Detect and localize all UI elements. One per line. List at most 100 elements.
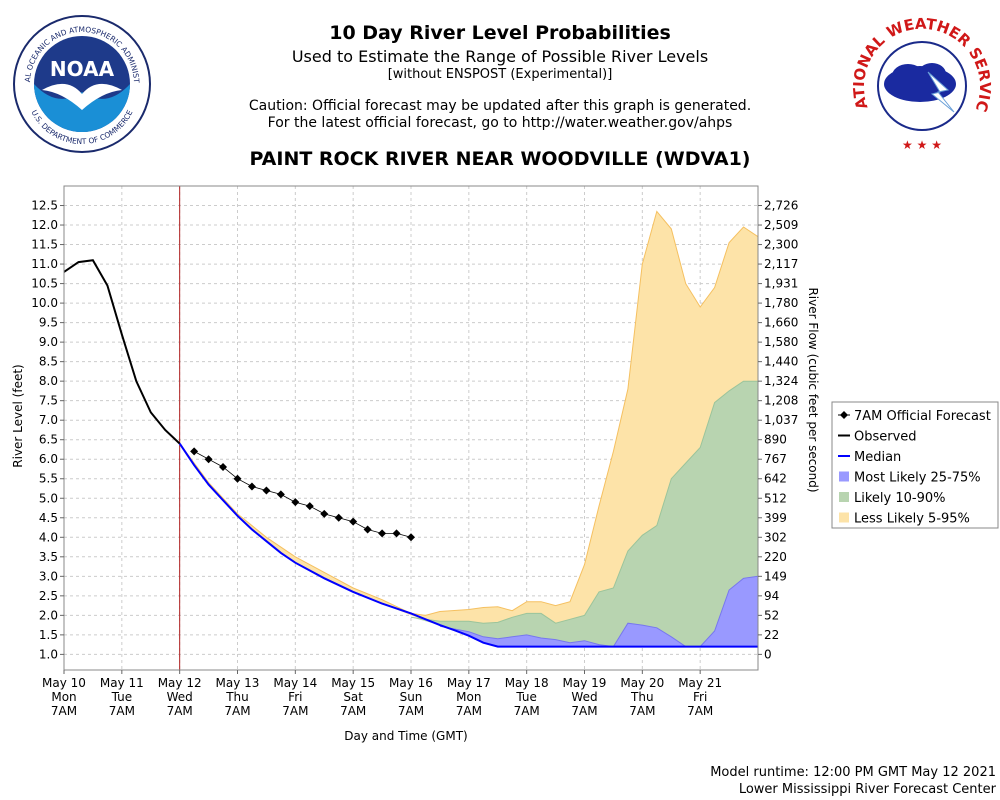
x-tick-label: 7AM [629, 704, 655, 718]
forecast-point [349, 517, 358, 526]
x-tick-label: Wed [571, 690, 597, 704]
x-tick-label: Mon [51, 690, 76, 704]
forecast-point [247, 482, 256, 491]
y-tick-label: 1.0 [39, 647, 58, 661]
flow-tick-label: 1,931 [764, 277, 798, 291]
y-axis-label: River Level (feet) [11, 364, 25, 467]
legend-band_25_75-swatch [839, 471, 849, 482]
y-tick-label: 11.5 [31, 238, 58, 252]
band-10-90 [411, 381, 758, 647]
y-tick-label: 3.5 [39, 550, 58, 564]
flow-tick-label: 0 [764, 647, 772, 661]
flow-tick-label: 2,300 [764, 238, 798, 252]
forecast-point [378, 529, 387, 538]
x-tick-label: May 12 [158, 676, 202, 690]
x-tick-label: May 16 [389, 676, 433, 690]
flow-tick-label: 2,509 [764, 218, 798, 232]
flow-tick-label: 1,440 [764, 355, 798, 369]
y-tick-label: 2.5 [39, 589, 58, 603]
legend-box [831, 401, 999, 529]
y-tick-label: 4.0 [39, 530, 58, 544]
legend-band_10_90-swatch [839, 492, 849, 502]
x-tick-label: May 14 [273, 676, 317, 690]
forecast-link-text: For the latest official forecast, go to … [267, 115, 733, 131]
flow-tick-label: 22 [764, 628, 779, 642]
x-tick-label: 7AM [514, 704, 540, 718]
star-icon: ★ ★ ★ [902, 138, 942, 152]
y-tick-label: 7.0 [39, 413, 58, 427]
x-tick-label: 7AM [51, 704, 77, 718]
median-series-line [178, 443, 758, 648]
x-tick-label: Sun [400, 690, 423, 704]
band-10-90-edge [410, 380, 758, 624]
x-axis-label: Day and Time (GMT) [344, 729, 467, 743]
y-tick-label: 8.5 [39, 355, 58, 369]
forecast-point [204, 455, 213, 464]
forecast-point [262, 486, 271, 495]
x-tick-label: 7AM [224, 704, 250, 718]
legend: 7AM Official Forecast Observed Median Most … [831, 401, 999, 529]
y-tick-label: 6.5 [39, 433, 58, 447]
flow-tick-label: 2,117 [764, 257, 798, 271]
flow-tick-label: 890 [764, 433, 787, 447]
y-tick-label: 9.0 [39, 335, 58, 349]
y-tick-label: 12.0 [31, 218, 58, 232]
flow-tick-label: 1,037 [764, 413, 798, 427]
flow-tick-label: 302 [764, 530, 787, 544]
legend-band_5_95-swatch [839, 512, 849, 523]
flow-tick-label: 1,208 [764, 394, 798, 408]
x-tick-label: May 13 [216, 676, 260, 690]
x-tick-label: May 19 [563, 676, 607, 690]
x-tick-label: 7AM [687, 704, 713, 718]
y-tick-label: 11.0 [31, 257, 58, 271]
forecast-point [392, 529, 401, 538]
flow-tick-label: 2,726 [764, 199, 798, 213]
flow-tick-label: 512 [764, 491, 787, 505]
y-tick-label: 3.0 [39, 569, 58, 583]
legend-label: Less Likely 5-95% [854, 512, 970, 527]
y-tick-label: 2.0 [39, 608, 58, 622]
y-tick-label: 5.5 [39, 472, 58, 486]
x-tick-label: Thu [630, 690, 654, 704]
legend-label: Likely 10-90% [854, 491, 945, 506]
forecast-point [291, 498, 300, 507]
noaa-logo-text: NOAA [50, 57, 115, 81]
forecast-point [219, 463, 228, 472]
legend-label: Observed [854, 430, 917, 445]
noaa-logo: NOAA NATIONAL OCEANIC AND ATMOSPHERIC AD… [12, 14, 151, 153]
y-tick-label: 5.0 [39, 491, 58, 505]
flow-tick-label: 149 [764, 569, 787, 583]
x-tick-label: Wed [167, 690, 193, 704]
station-title: PAINT ROCK RIVER NEAR WOODVILLE (WDVA1) [249, 148, 751, 170]
y2-axis-label: River Flow (cubic feet per second) [806, 287, 820, 492]
y-tick-label: 10.5 [31, 277, 58, 291]
x-tick-label: 7AM [167, 704, 193, 718]
x-tick-label: May 10 [42, 676, 86, 690]
page-title: 10 Day River Level Probabilities [329, 22, 671, 44]
flow-tick-label: 52 [764, 608, 779, 622]
x-tick-label: May 20 [620, 676, 664, 690]
x-tick-label: Mon [456, 690, 481, 704]
page-subtitle: Used to Estimate the Range of Possible R… [291, 47, 709, 66]
x-tick-label: Sat [343, 690, 363, 704]
observed-series-line [63, 259, 181, 445]
band-25-75 [439, 576, 758, 647]
flow-tick-label: 642 [764, 472, 787, 486]
flow-tick-label: 1,580 [764, 335, 798, 349]
y-tick-label: 12.5 [31, 199, 58, 213]
band-5-95-edge [179, 210, 759, 616]
x-tick-label: 7AM [282, 704, 308, 718]
legend-forecast-marker [840, 411, 848, 419]
legend-label: Median [854, 450, 901, 465]
forecast-point [190, 447, 199, 456]
y-tick-label: 8.0 [39, 374, 58, 388]
x-tick-label: 7AM [456, 704, 482, 718]
caution-text: Caution: Official forecast may be update… [248, 98, 752, 114]
forecast-center: Lower Mississippi River Forecast Center [738, 782, 996, 797]
x-tick-label: 7AM [571, 704, 597, 718]
x-tick-label: 7AM [109, 704, 135, 718]
forecast-point [407, 533, 415, 542]
x-tick-label: 7AM [340, 704, 366, 718]
y-tick-label: 1.5 [39, 628, 58, 642]
x-tick-label: May 15 [331, 676, 375, 690]
